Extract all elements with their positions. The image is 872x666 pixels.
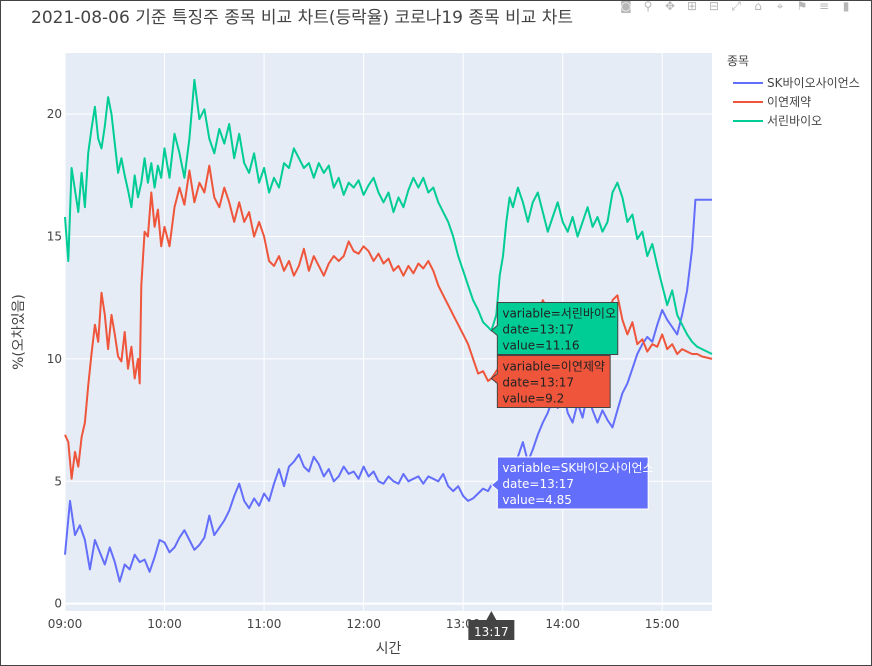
hover-compare-icon[interactable]: ≡ — [818, 1, 830, 13]
hover-tooltip-line: variable=SK바이오사이언스 — [502, 461, 653, 475]
x-tick-label: 10:00 — [147, 617, 182, 631]
autoscale-icon[interactable]: ⤢ — [731, 1, 741, 13]
hover-tooltip-line: date=13:17 — [502, 376, 574, 390]
hover-closest-icon[interactable]: ⚑ — [796, 1, 808, 13]
hover-tooltip-line: variable=서린바이오 — [502, 307, 616, 321]
y-tick-label: 20 — [47, 107, 62, 121]
series-line-1[interactable] — [64, 198, 712, 583]
hover-x-label: 13:17 — [474, 625, 509, 639]
legend-item-2[interactable]: 이연제약 — [767, 94, 811, 109]
hover-tooltip-line: value=11.16 — [502, 339, 579, 353]
series-line-3[interactable] — [64, 78, 713, 355]
zoom-out-icon[interactable]: ⊟ — [708, 1, 720, 13]
x-tick-label: 12:00 — [346, 617, 381, 631]
hover-tooltip-line: variable=이연제약 — [502, 359, 605, 374]
x-tick-label: 11:00 — [247, 617, 282, 631]
hover-tooltip-line: date=13:17 — [502, 477, 574, 491]
x-tick-label: 14:00 — [545, 617, 580, 631]
hover-x-label-box — [468, 611, 515, 640]
legend-item-3[interactable]: 서린바이오 — [767, 114, 822, 128]
zoom-in-icon[interactable]: ⊞ — [686, 1, 698, 13]
camera-icon[interactable]: ◙ — [620, 1, 632, 13]
hover-tooltip-line: value=9.2 — [502, 392, 564, 406]
y-axis-title: %(오차있음) — [11, 294, 27, 370]
pan-icon[interactable]: ✥ — [664, 1, 676, 13]
hover-tooltip-1 — [490, 302, 619, 356]
hover-tooltip-3 — [490, 456, 649, 510]
y-tick-label: 15 — [47, 230, 62, 244]
hover-tooltip-line: date=13:17 — [502, 323, 574, 337]
chart-title: 2021-08-06 기준 특징주 종목 비교 차트(등락율) 코로나19 종목… — [31, 8, 573, 28]
plotly-logo-icon[interactable]: ▮ — [842, 1, 850, 13]
legend-title: 종목 — [727, 54, 749, 68]
spike-lines-icon[interactable]: ⌖ — [776, 1, 784, 13]
x-axis-title: 시간 — [376, 641, 402, 657]
y-tick-label: 0 — [54, 597, 62, 611]
x-tick-label: 15:00 — [645, 617, 680, 631]
reset-axes-icon[interactable]: ⌂ — [754, 1, 762, 13]
y-tick-label: 5 — [54, 474, 62, 488]
modebar: ◙ ⚲ ✥ ⊞ ⊟ ⤢ ⌂ ⌖ ⚑ ≡ ▮ — [617, 1, 855, 15]
legend-item-1[interactable]: SK바이오사이언스 — [767, 76, 860, 90]
x-tick-label: 09:00 — [48, 617, 83, 631]
hover-tooltip-2 — [490, 355, 611, 409]
hover-tooltip-line: value=4.85 — [502, 493, 572, 507]
zoom-icon[interactable]: ⚲ — [643, 1, 653, 13]
y-tick-label: 10 — [47, 352, 62, 366]
